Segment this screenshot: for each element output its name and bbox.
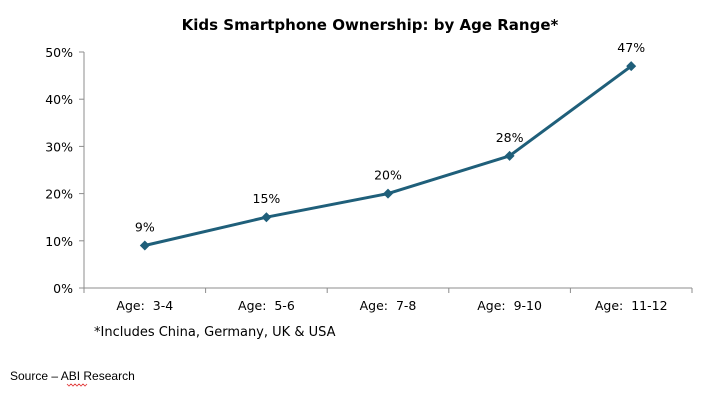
y-tick-label: 10% xyxy=(45,234,73,249)
source-note: Source – ABI Research xyxy=(10,369,135,383)
y-axis-ticks: 0% 10% 20% 30% 40% 50% xyxy=(45,45,84,296)
data-point-marker xyxy=(139,240,150,251)
data-label: 20% xyxy=(374,168,402,183)
x-tick-label: Age: 7-8 xyxy=(360,298,417,313)
data-point-marker xyxy=(383,188,393,199)
x-tick-label: Age: 11-12 xyxy=(595,298,668,313)
y-tick-label: 30% xyxy=(45,139,73,154)
data-point-marker xyxy=(626,61,637,72)
data-label: 15% xyxy=(253,191,281,206)
y-tick-label: 50% xyxy=(45,45,73,60)
x-tick-label: Age: 3-4 xyxy=(116,298,173,313)
x-tick-label: Age: 9-10 xyxy=(477,298,542,313)
source-name: ABI xyxy=(61,369,80,383)
data-label: 28% xyxy=(496,130,524,145)
y-tick-label: 40% xyxy=(45,92,73,107)
x-tick-label: Age: 5-6 xyxy=(238,298,295,313)
source-prefix: Source – xyxy=(10,369,61,383)
series-line xyxy=(144,64,633,247)
source-suffix: Research xyxy=(80,369,135,383)
series-layer xyxy=(139,61,637,251)
data-point-marker xyxy=(261,212,272,223)
data-point-marker xyxy=(504,150,515,161)
y-tick-label: 20% xyxy=(45,187,73,202)
data-label: 47% xyxy=(617,40,645,55)
footnote: *Includes China, Germany, UK & USA xyxy=(94,325,336,340)
spellcheck-underline xyxy=(66,383,88,387)
data-labels: 9% 15% 20% 28% 47% xyxy=(135,40,645,234)
chart-title: Kids Smartphone Ownership: by Age Range* xyxy=(182,16,559,34)
y-tick-label: 0% xyxy=(53,281,73,296)
data-label: 9% xyxy=(135,220,155,235)
x-axis-ticks: Age: 3-4 Age: 5-6 Age: 7-8 Age: 9-10 Age: 11… xyxy=(83,288,693,313)
